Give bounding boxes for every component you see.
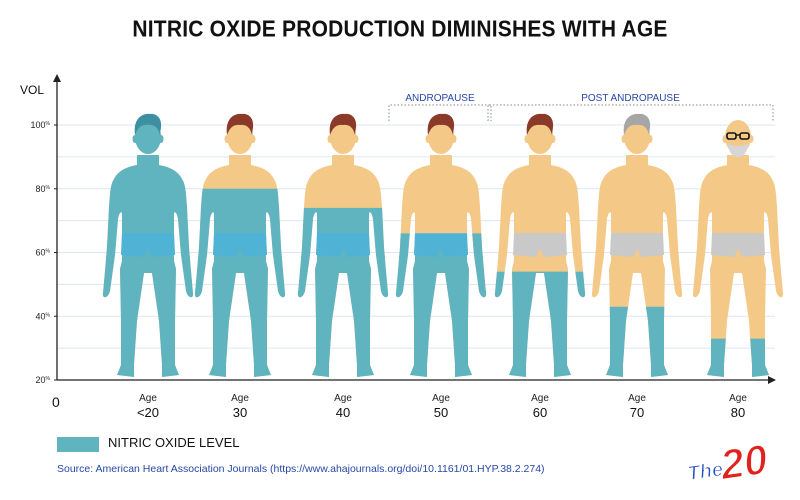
x-tick-label-value: 30 [233, 405, 247, 420]
y-tick-unit: % [46, 249, 51, 255]
figure-underwear [513, 233, 567, 257]
figure-age-60 [494, 113, 586, 377]
figure-ear [550, 135, 556, 143]
figure-hair [526, 113, 554, 135]
figure-age-40 [297, 113, 389, 377]
figure-underwear [711, 233, 765, 257]
the20-logo: The 20 [686, 435, 771, 490]
x-tick-label-value: <20 [137, 405, 159, 420]
figure-ear [451, 135, 457, 143]
nitric-oxide-fill [494, 271, 586, 377]
glasses-icon [739, 132, 750, 140]
y-tick-label: 20% [36, 375, 51, 385]
figure-age-50 [395, 113, 487, 377]
figure-age-80 [692, 120, 784, 377]
nitric-oxide-fill [606, 306, 668, 377]
figure-head [428, 120, 454, 154]
bracket-label: ANDROPAUSE [405, 93, 475, 104]
bracket-label: POST ANDROPAUSE [581, 93, 680, 104]
figure-ear [621, 135, 627, 143]
figure-head [227, 120, 253, 154]
figure-ear [647, 135, 653, 143]
figure-head [624, 120, 650, 154]
logo-number-text: 20 [716, 435, 770, 488]
x-tick-label-value: 50 [434, 405, 448, 420]
y-axis-label: VOL [20, 83, 44, 97]
y-tick-label: 40% [36, 311, 51, 321]
figure-head [527, 120, 553, 154]
nitric-oxide-fill [395, 233, 487, 377]
nitric-oxide-fill [297, 207, 389, 377]
x-axis-arrow [768, 376, 776, 384]
y-tick-unit: % [46, 185, 51, 191]
x-tick-label-value: 70 [630, 405, 644, 420]
origin-label: 0 [52, 394, 60, 410]
source-citation: Source: American Heart Association Journ… [57, 463, 545, 475]
figure-ear [327, 135, 333, 143]
nitric-oxide-fill [194, 188, 286, 377]
figure-hair [623, 113, 651, 135]
x-tick-label-age: Age [231, 393, 249, 404]
bracket-line [388, 104, 492, 121]
figure-age-70 [591, 113, 683, 377]
glasses-icon [726, 132, 737, 140]
figure-body [692, 155, 784, 377]
figure-ear [250, 135, 256, 143]
x-tick-label-value: 40 [336, 405, 350, 420]
x-tick-label-age: Age [729, 393, 747, 404]
figure-ear [224, 135, 230, 143]
y-tick-unit: % [46, 121, 51, 127]
x-tick-label-age: Age [139, 393, 157, 404]
figure-age-30 [194, 113, 286, 377]
figure-ear [425, 135, 431, 143]
x-tick-label-age: Age [628, 393, 646, 404]
y-tick-label: 100% [31, 120, 51, 130]
nitric-oxide-fill [102, 125, 194, 377]
legend-label: NITRIC OXIDE LEVEL [108, 435, 240, 450]
logo-the-text: The [686, 458, 724, 485]
y-tick-label: 60% [36, 248, 51, 258]
x-tick-label-age: Age [432, 393, 450, 404]
x-tick-label-value: 60 [533, 405, 547, 420]
bracket-line [487, 104, 774, 121]
figure-hair [134, 113, 162, 135]
figure-hair [329, 113, 357, 135]
chart-title: NITRIC OXIDE PRODUCTION DIMINISHES WITH … [132, 17, 668, 42]
y-tick-unit: % [46, 312, 51, 318]
figure-ear [524, 135, 530, 143]
figure-beard [728, 143, 748, 157]
figure-head [330, 120, 356, 154]
figure-body [494, 155, 586, 377]
legend-swatch [57, 437, 99, 452]
x-tick-label-age: Age [334, 393, 352, 404]
y-tick-unit: % [46, 376, 51, 382]
figure-body [591, 155, 683, 377]
x-tick-label-value: 80 [731, 405, 745, 420]
nitric-oxide-fill [707, 338, 769, 377]
figure-ear [353, 135, 359, 143]
figure-hair [427, 113, 455, 135]
figure-age-under20 [102, 113, 194, 377]
x-tick-label-age: Age [531, 393, 549, 404]
figure-underwear [610, 233, 664, 257]
y-tick-label: 80% [36, 184, 51, 194]
figure-hair [226, 113, 254, 135]
y-axis-arrow [53, 74, 61, 82]
